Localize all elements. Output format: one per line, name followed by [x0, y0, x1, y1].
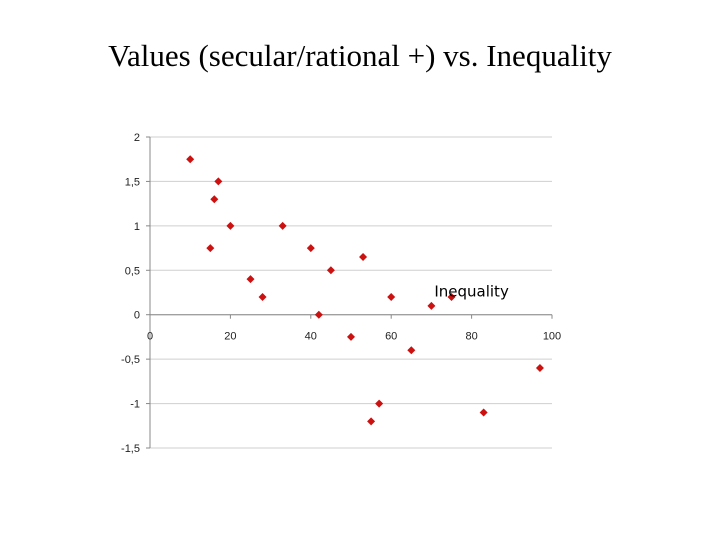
y-tick-labels: 2 1,5 1 0,5 0 -0,5 -1 -1,5 [121, 132, 140, 455]
x-tick-label-3: 60 [385, 331, 397, 343]
data-point-20 [535, 364, 544, 373]
data-point-9 [326, 266, 335, 275]
x-axis-label: Inequality [434, 283, 509, 301]
y-tick-label-1: 1,5 [125, 176, 140, 188]
axes [146, 136, 553, 449]
data-point-6 [258, 292, 267, 301]
data-point-13 [387, 292, 396, 301]
data-point-15 [447, 292, 456, 301]
x-tick-label-5: 100 [543, 331, 561, 343]
data-point-14 [427, 301, 436, 310]
y-tick-label-5: -0,5 [121, 354, 140, 366]
data-point-3 [226, 221, 235, 230]
y-tick-label-4: 0 [134, 310, 140, 322]
data-point-7 [278, 221, 287, 230]
data-point-1 [214, 177, 223, 186]
data-point-8 [306, 244, 315, 253]
x-tick-labels: 0 20 40 60 80 100 [147, 331, 561, 343]
x-tick-label-0: 0 [147, 331, 153, 343]
y-tick-label-3: 0,5 [125, 265, 140, 277]
data-point-19 [479, 408, 488, 417]
y-tick-label-2: 1 [134, 221, 140, 233]
data-point-11 [359, 252, 368, 261]
data-point-0 [186, 155, 195, 164]
x-tick-label-1: 20 [224, 331, 236, 343]
data-points [186, 155, 544, 426]
x-tick-label-4: 80 [465, 331, 477, 343]
y-tick-label-6: -1 [130, 399, 140, 411]
y-tick-label-0: 2 [134, 132, 140, 144]
data-point-18 [367, 417, 376, 426]
data-point-17 [375, 399, 384, 408]
data-point-5 [246, 275, 255, 284]
data-point-16 [407, 346, 416, 355]
slide-title: Values (secular/rational +) vs. Inequali… [108, 38, 612, 73]
data-point-2 [210, 195, 219, 204]
y-tick-label-7: -1,5 [121, 443, 140, 455]
data-point-10 [314, 310, 323, 319]
data-point-12 [347, 332, 355, 341]
data-point-4 [206, 244, 215, 253]
x-tick-label-2: 40 [305, 331, 317, 343]
